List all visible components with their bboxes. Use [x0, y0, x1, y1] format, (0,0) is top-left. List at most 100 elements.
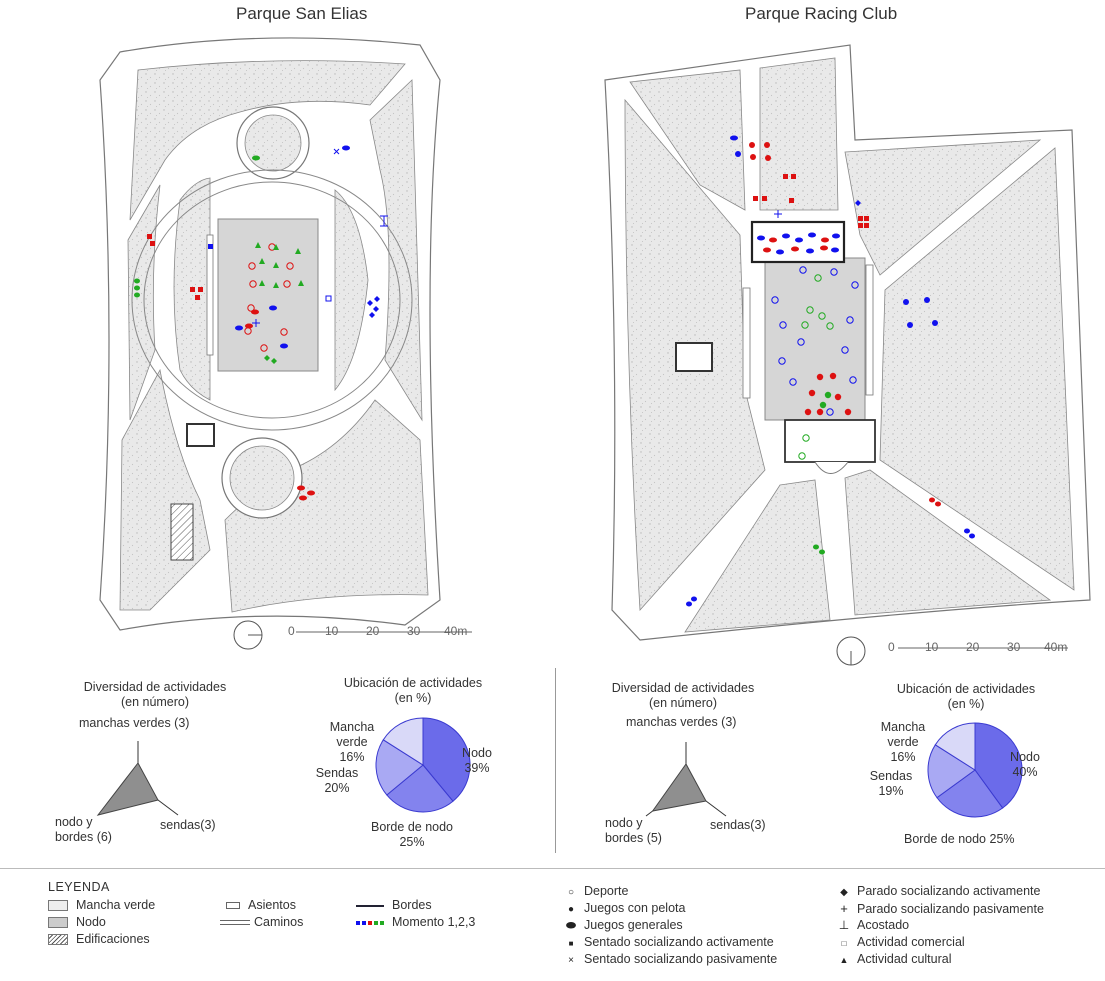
- legend-item: ⬬ Juegos generales: [564, 918, 777, 935]
- legend-areas: Mancha verde Nodo Edificaciones: [48, 898, 155, 949]
- green-patch-center-e: [334, 189, 369, 392]
- filled-diamond-icon: ◆: [840, 887, 848, 898]
- legend-item: ● Juegos con pelota: [564, 901, 777, 918]
- axis-line: bordes (6): [55, 830, 112, 844]
- slice-value: 16%: [339, 750, 365, 764]
- legend-label: Acostado: [857, 918, 910, 932]
- inverted-t-icon: ⊥: [838, 918, 850, 932]
- legend-item: Mancha verde: [48, 898, 155, 915]
- legend-label: Momento 1,2,3: [392, 915, 476, 929]
- scale-label: 20: [366, 624, 380, 638]
- slice-name: Sendas: [869, 769, 913, 783]
- title-line: (en %): [394, 691, 432, 705]
- scale-label: 0: [288, 624, 295, 638]
- pie-label-borde-rc: Borde de nodo 25%: [904, 832, 1015, 846]
- green-patch-rc-e: [879, 147, 1075, 591]
- radar-axis-right: sendas(3): [160, 818, 216, 832]
- kiosk-rc: [675, 342, 713, 372]
- legend-label: Caminos: [254, 915, 304, 929]
- scale-label: 20: [966, 640, 980, 654]
- legend-label: Bordes: [392, 898, 432, 912]
- radar-area: [96, 762, 159, 816]
- border-line-icon: [356, 904, 384, 907]
- green-patch-rc-ne: [844, 139, 1042, 276]
- legend-item: Momento 1,2,3: [356, 915, 475, 932]
- pie-label-borde: Borde de nodo 25%: [362, 820, 462, 850]
- pie-label-mancha-rc: Mancha verde 16%: [868, 720, 938, 765]
- legend-label: Juegos con pelota: [584, 901, 686, 915]
- legend-item: Bordes: [356, 898, 475, 915]
- legend-item: × Sentado socializando pasivamente: [564, 952, 777, 969]
- legend-item: ⊥ Acostado: [837, 918, 1044, 935]
- section-divider: [555, 668, 556, 853]
- pie-slice-borde: [936, 769, 1004, 818]
- pie-label-mancha: Mancha verde 16%: [317, 720, 387, 765]
- pie-label-sendas: Sendas 20%: [312, 766, 362, 796]
- legend-label: Mancha verde: [76, 898, 156, 912]
- title-line: Diversidad de actividades: [83, 680, 227, 694]
- central-node-rc: [764, 257, 866, 421]
- legend-label: Parado socializando activamente: [857, 884, 1041, 898]
- legend-item: ▲ Actividad cultural: [837, 952, 1044, 969]
- legend-item: ■ Sentado socializando activamente: [564, 935, 777, 952]
- swatch-node-icon: [48, 917, 68, 929]
- pie-label-sendas-rc: Sendas 19%: [866, 769, 916, 799]
- slice-name: Borde de nodo: [370, 820, 453, 834]
- title-line: Ubicación de actividades: [343, 676, 483, 690]
- legend-lines: Bordes Momento 1,2,3: [356, 898, 475, 932]
- green-patch-rc-nw: [629, 69, 746, 211]
- legend-label: Nodo: [76, 915, 106, 929]
- legend-separator: [0, 868, 1105, 869]
- legend-item: Nodo: [48, 915, 155, 932]
- legend-label: Juegos generales: [584, 918, 683, 932]
- slice-name: Mancha verde: [880, 720, 926, 749]
- radar-axis-left-rc: nodo y bordes (5): [605, 816, 662, 846]
- lower-plaza: [784, 419, 876, 463]
- filled-triangle-icon: ▲: [839, 955, 849, 965]
- activities-san-elias: [134, 145, 388, 501]
- scale-label: 30: [407, 624, 421, 638]
- kiosk: [186, 423, 215, 447]
- legend-label: Deporte: [584, 884, 629, 898]
- legend-item: Asientos: [220, 898, 303, 915]
- location-title: Ubicación de actividades (en %): [313, 676, 513, 706]
- radar-chart-racing-club: [645, 742, 727, 817]
- bench-icon: [226, 902, 240, 910]
- legend-item: □ Actividad comercial: [837, 935, 1044, 952]
- filled-square-icon: ■: [568, 939, 574, 948]
- green-patch-rc-n: [759, 57, 839, 211]
- legend-item: ◆ Parado socializando activamente: [837, 884, 1044, 901]
- plus-icon: +: [840, 901, 848, 916]
- legend-item: ○ Deporte: [564, 884, 777, 901]
- scale-label: 0: [888, 640, 895, 654]
- diversity-title-rc: Diversidad de actividades (en número): [583, 681, 783, 711]
- slice-value: 16%: [890, 750, 916, 764]
- legend-item: Caminos: [220, 915, 303, 932]
- pie-label-nodo-rc: Nodo 40%: [1003, 750, 1047, 780]
- radar-axis-top: manchas verdes (3): [79, 716, 190, 730]
- central-node: [217, 218, 319, 372]
- green-patch-ne: [369, 79, 423, 422]
- legend-elements: Asientos Caminos: [220, 898, 303, 932]
- pie-label-nodo: Nodo 39%: [455, 746, 499, 776]
- title-line: (en número): [648, 696, 718, 710]
- diversity-title: Diversidad de actividades (en número): [55, 680, 255, 710]
- moment-colors-icon: [356, 920, 386, 925]
- slice-value: 19%: [878, 784, 904, 798]
- slice-name: Sendas: [315, 766, 359, 780]
- radar-chart-san-elias: [96, 741, 179, 816]
- pie-slice-nodo: [422, 717, 471, 802]
- title-line: (en número): [120, 695, 190, 709]
- building: [170, 503, 194, 561]
- title-line: Diversidad de actividades: [611, 681, 755, 695]
- park-title-racing-club: Parque Racing Club: [745, 4, 898, 23]
- legend-label: Asientos: [248, 898, 296, 912]
- slice-value: 20%: [324, 781, 350, 795]
- green-patch-nw: [129, 60, 406, 221]
- path-icon: [220, 920, 250, 926]
- green-patch-rc-se: [844, 469, 1052, 616]
- legend-item: + Parado socializando pasivamente: [837, 901, 1044, 918]
- radar-area: [651, 763, 707, 812]
- pie-slice-mancha: [382, 717, 424, 766]
- filled-ellipse-icon: ⬬: [565, 918, 577, 932]
